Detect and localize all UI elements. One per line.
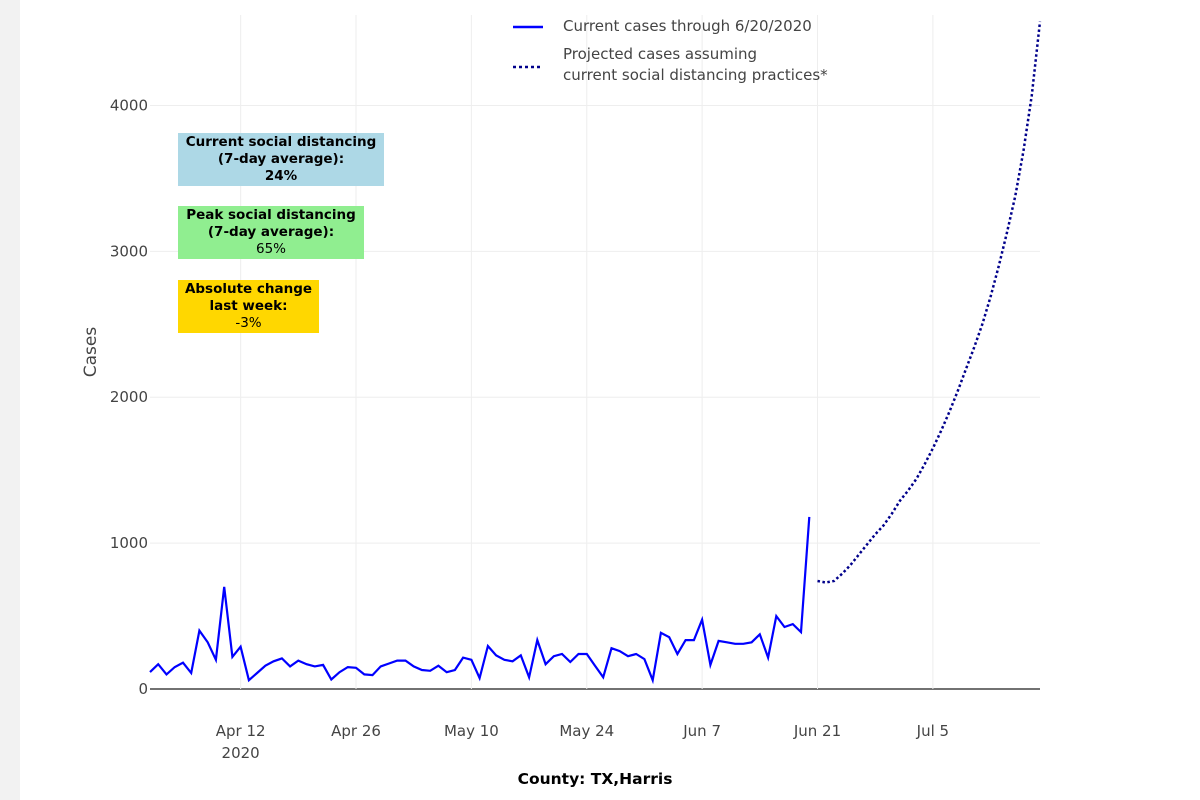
- series-line: [817, 21, 1042, 584]
- series-line: [149, 516, 811, 685]
- x-tick-label: Jun 7: [682, 722, 721, 740]
- y-tick-label: 2000: [110, 388, 148, 406]
- annotation-title: Absolute change last week:: [184, 281, 313, 314]
- x-axis-label: County: TX,Harris: [518, 770, 673, 788]
- x-tick-label: Jul 5: [916, 722, 949, 740]
- x-year-label: 2020: [222, 744, 260, 762]
- annotation-box: Current social distancing (7-day average…: [178, 133, 384, 186]
- x-tick-label: Apr 12: [216, 722, 266, 740]
- annotation-box: Peak social distancing (7-day average): 6…: [178, 206, 364, 259]
- legend-label: Projected cases assuming current social …: [563, 45, 828, 84]
- side-strip: [0, 0, 20, 800]
- annotation-title: Peak social distancing (7-day average):: [186, 207, 356, 240]
- annotation-value: 65%: [255, 241, 286, 257]
- annotation-box: Absolute change last week: -3%: [178, 280, 319, 333]
- x-tick-label: Jun 21: [793, 722, 841, 740]
- y-tick-label: 4000: [110, 96, 148, 114]
- y-axis-label: Cases: [81, 327, 101, 378]
- x-tick-label: May 10: [444, 722, 499, 740]
- y-tick-label: 0: [138, 680, 148, 698]
- legend-label: Current cases through 6/20/2020: [563, 17, 812, 35]
- annotation-value: 24%: [264, 168, 298, 184]
- annotation-value: -3%: [235, 315, 262, 331]
- annotation-title: Current social distancing (7-day average…: [185, 134, 377, 167]
- x-tick-label: Apr 26: [331, 722, 381, 740]
- x-tick-label: May 24: [559, 722, 614, 740]
- y-tick-label: 1000: [110, 534, 148, 552]
- y-tick-label: 3000: [110, 242, 148, 260]
